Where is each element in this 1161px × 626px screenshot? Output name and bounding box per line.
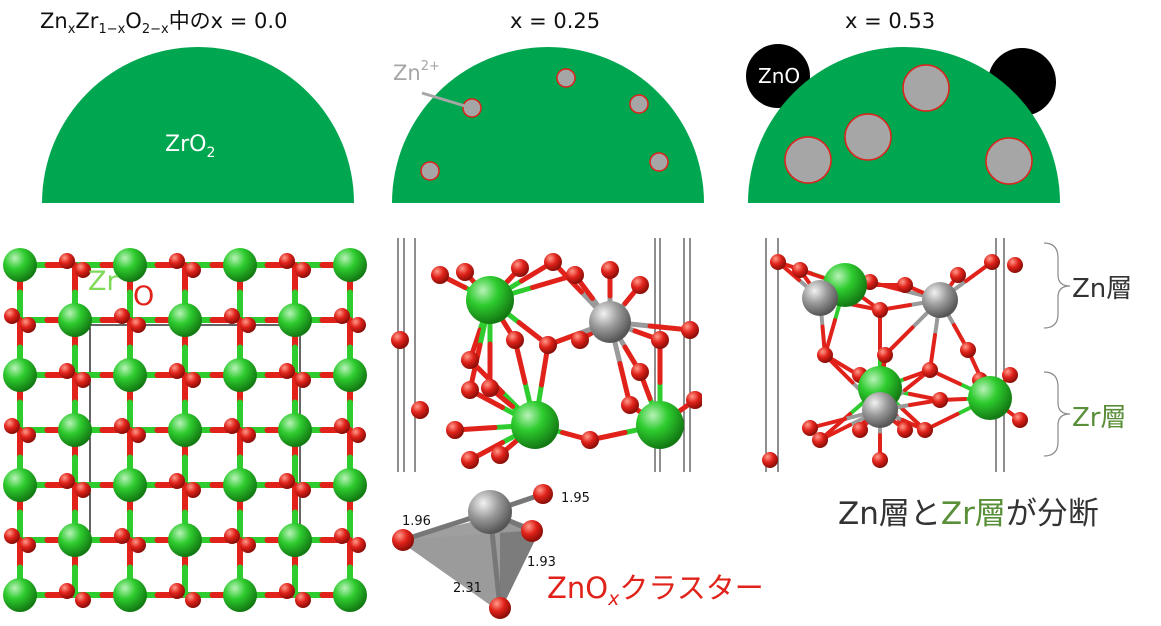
zno-label: ZnO [758,64,800,88]
title-col2: x = 0.25 [510,9,600,33]
bond-length-1: 1.96 [402,514,431,529]
bond-length-3: 1.93 [527,555,556,570]
zr-atom-label: Zr [88,266,118,297]
zn-ion-pointer [421,91,466,108]
structure-x053 [762,238,1028,472]
zn-ion-spots [420,68,669,181]
bond-length-4: 2.31 [453,581,482,596]
title-col3: x = 0.53 [845,9,935,33]
zr-layer-brace [1043,371,1071,457]
zno-particle-left [746,44,810,108]
znox-cluster [392,484,553,619]
zro2-dome [42,47,354,203]
zro2-label: ZrO2 [165,132,215,161]
zn-layer-brace [1043,242,1071,329]
dome-x025 [392,47,704,203]
conclusion-text: Zn層とZr層が分断 [838,496,1099,532]
title-col1: ZnxZr1−xO2−x中のx = 0.0 [40,9,287,37]
znox-cluster-label: ZnOxクラスター [547,571,764,610]
bond-length-2: 1.95 [561,491,590,506]
zn-layer-label: Zn層 [1072,274,1132,304]
o-atom-label: O [133,281,154,312]
zn-ion-label: Zn2+ [393,59,440,85]
zn-clusters [784,64,1033,185]
zr-layer-label: Zr層 [1072,403,1127,433]
structure-x025 [391,238,702,472]
zro2-crystal-structure [3,248,367,612]
